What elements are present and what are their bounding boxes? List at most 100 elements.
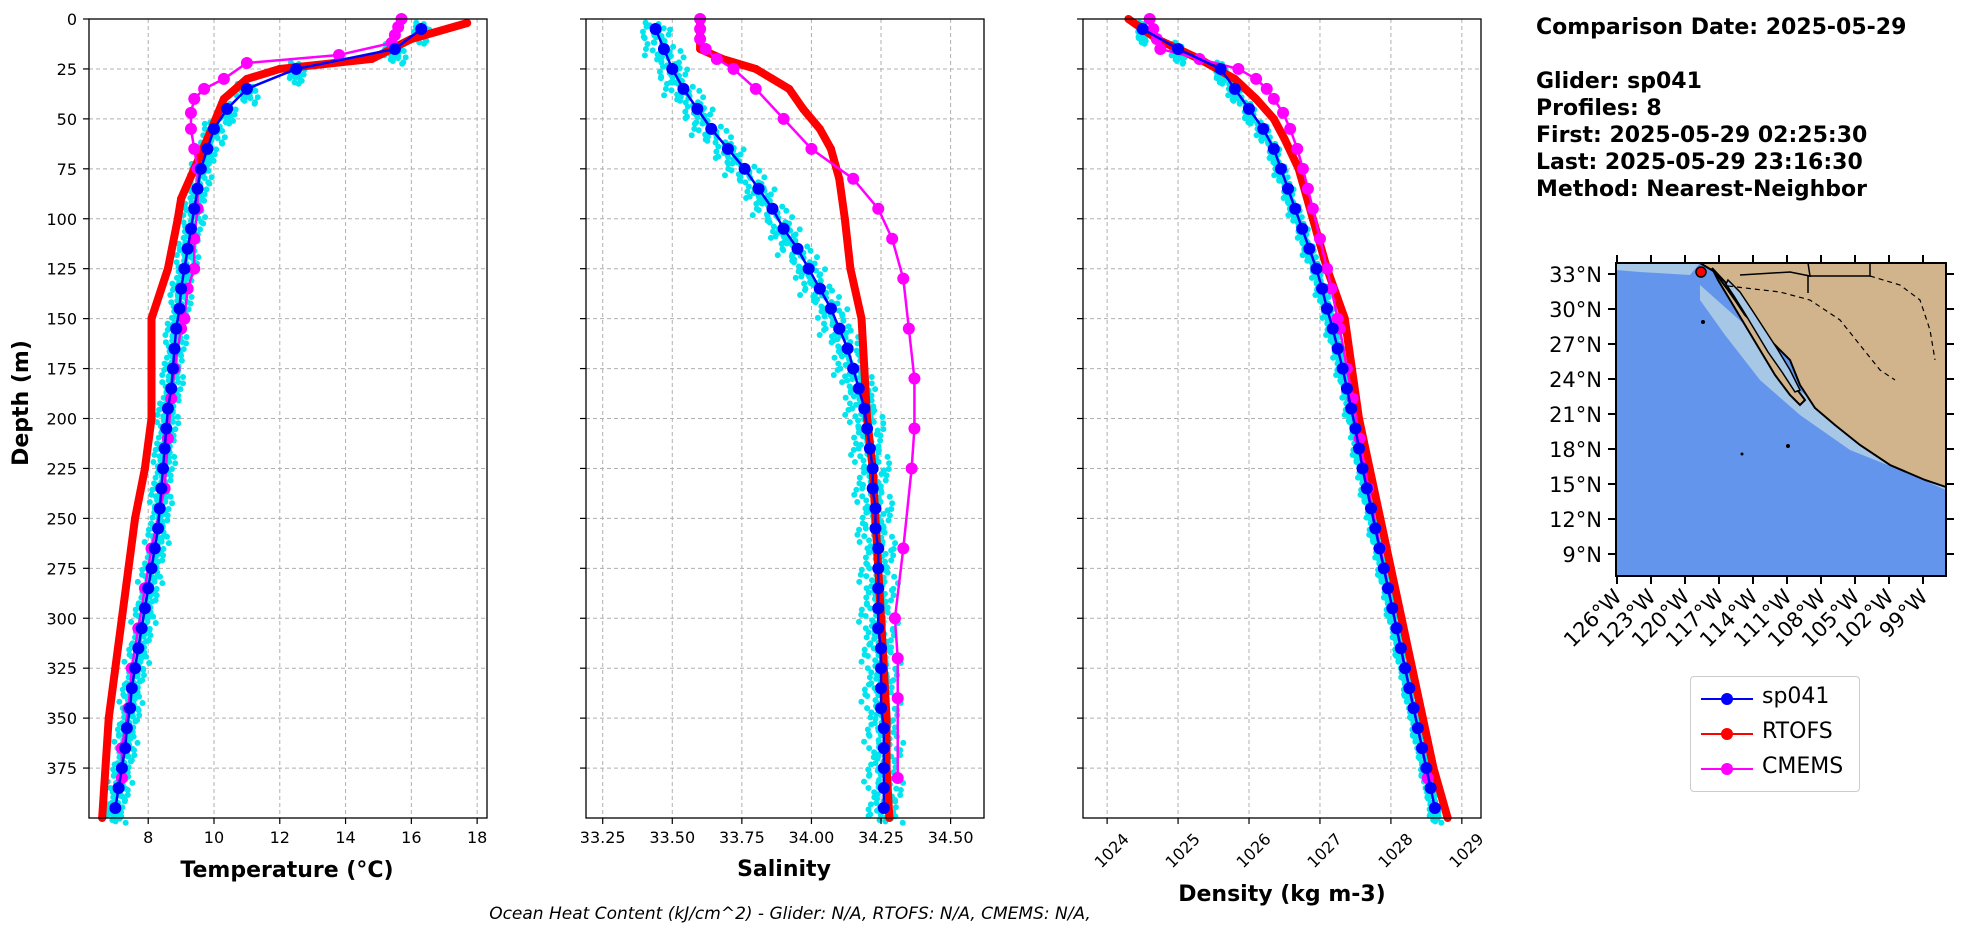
glider-raw-point	[740, 146, 747, 153]
glider-raw-point	[1247, 120, 1254, 127]
glider-raw-point	[110, 766, 117, 773]
glider-raw-point	[180, 346, 187, 353]
glider-raw-point	[862, 554, 869, 561]
glider-raw-point	[761, 174, 768, 181]
glider-raw-point	[830, 320, 837, 327]
x-tick-label: 1025	[1162, 829, 1204, 871]
series-point-sp041	[1352, 442, 1365, 455]
glider-raw-point	[649, 47, 656, 54]
glider-raw-point	[208, 152, 215, 159]
glider-raw-point	[146, 659, 153, 666]
glider-raw-point	[756, 167, 763, 174]
glider-raw-point	[1285, 212, 1292, 219]
map-lat-label: 33°N	[1549, 263, 1602, 287]
series-line-sp041	[1141, 27, 1437, 809]
glider-raw-point	[816, 272, 823, 279]
series-point-sp041	[875, 662, 888, 675]
series-point-sp041	[1407, 702, 1420, 715]
glider-raw-point	[769, 228, 776, 235]
series-point-sp041	[738, 162, 751, 175]
glider-raw-point	[885, 517, 892, 524]
glider-raw-point	[131, 752, 138, 759]
series-point-cmems	[178, 312, 191, 325]
glider-raw-point	[881, 558, 888, 565]
glider-raw-point	[657, 75, 664, 82]
glider-raw-point	[164, 320, 171, 327]
glider-raw-point	[781, 234, 788, 241]
series-point-sp041	[877, 782, 890, 795]
series-point-sp041	[752, 182, 765, 195]
map-inner-border	[1869, 275, 1936, 361]
series-point-cmems	[710, 52, 723, 65]
map-lat-label: 15°N	[1549, 473, 1602, 497]
glider-raw-point	[169, 337, 176, 344]
map-island	[1740, 452, 1744, 456]
glider-raw-point	[421, 40, 428, 47]
glider-raw-point	[802, 287, 809, 294]
glider-raw-point	[684, 66, 691, 73]
series-point-rtofs	[463, 18, 472, 27]
glider-raw-point	[847, 389, 854, 396]
glider-raw-point	[831, 354, 838, 361]
series-point-cmems	[1267, 92, 1280, 105]
series-point-sp041	[161, 402, 174, 415]
series-point-sp041	[168, 342, 181, 355]
series-point-sp041	[1282, 182, 1295, 195]
glider-raw-point	[641, 35, 648, 42]
glider-raw-point	[868, 761, 875, 768]
series-point-rtofs	[1230, 74, 1239, 83]
glider-raw-point	[219, 127, 226, 134]
series-point-cmems	[1321, 262, 1334, 275]
legend-item-rtofs: RTOFS	[1691, 718, 1859, 748]
series-point-cmems	[891, 652, 904, 665]
glider-raw-point	[112, 818, 119, 825]
series-point-sp041	[1172, 42, 1185, 55]
glider-raw-point	[808, 280, 815, 287]
series-line-sp041	[654, 28, 886, 809]
glider-raw-point	[866, 641, 873, 648]
glider-raw-point	[888, 587, 895, 594]
glider-raw-point	[767, 234, 774, 241]
glider-raw-point	[861, 463, 868, 470]
glider-raw-point	[863, 601, 870, 608]
glider-raw-point	[839, 379, 846, 386]
glider-raw-point	[140, 667, 147, 674]
glider-raw-point	[160, 417, 167, 424]
glider-raw-point	[134, 739, 141, 746]
series-point-rtofs	[799, 104, 808, 113]
series-point-sp041	[148, 542, 161, 555]
glider-raw-point	[890, 592, 897, 599]
series-point-cmems	[188, 142, 201, 155]
glider-raw-point	[1347, 434, 1354, 441]
glider-raw-point	[171, 453, 178, 460]
info-glider: Glider: sp041	[1536, 69, 1702, 94]
series-point-rtofs	[751, 64, 760, 73]
series-point-cmems	[1154, 42, 1167, 55]
glider-raw-point	[116, 721, 123, 728]
info-comparison-date: Comparison Date: 2025-05-29	[1536, 15, 1907, 40]
glider-raw-point	[893, 785, 900, 792]
series-point-sp041	[415, 22, 428, 35]
glider-raw-point	[155, 434, 162, 441]
glider-raw-point	[845, 406, 852, 413]
glider-raw-point	[863, 594, 870, 601]
map-lat-label: 24°N	[1549, 368, 1602, 392]
glider-raw-point	[864, 665, 871, 672]
glider-raw-point	[856, 474, 863, 481]
series-point-sp041	[1243, 102, 1256, 115]
series-point-rtofs	[882, 714, 891, 723]
glider-raw-point	[219, 140, 226, 147]
series-point-sp041	[1340, 382, 1353, 395]
series-point-cmems	[1291, 142, 1304, 155]
glider-raw-profiles	[1135, 19, 1445, 826]
glider-raw-point	[662, 85, 669, 92]
glider-raw-point	[858, 566, 865, 573]
glider-raw-point	[863, 497, 870, 504]
glider-raw-point	[641, 52, 648, 59]
glider-raw-point	[857, 571, 864, 578]
glider-raw-point	[152, 446, 159, 453]
series-point-sp041	[155, 482, 168, 495]
series-point-sp041	[388, 42, 401, 55]
glider-raw-point	[165, 377, 172, 384]
